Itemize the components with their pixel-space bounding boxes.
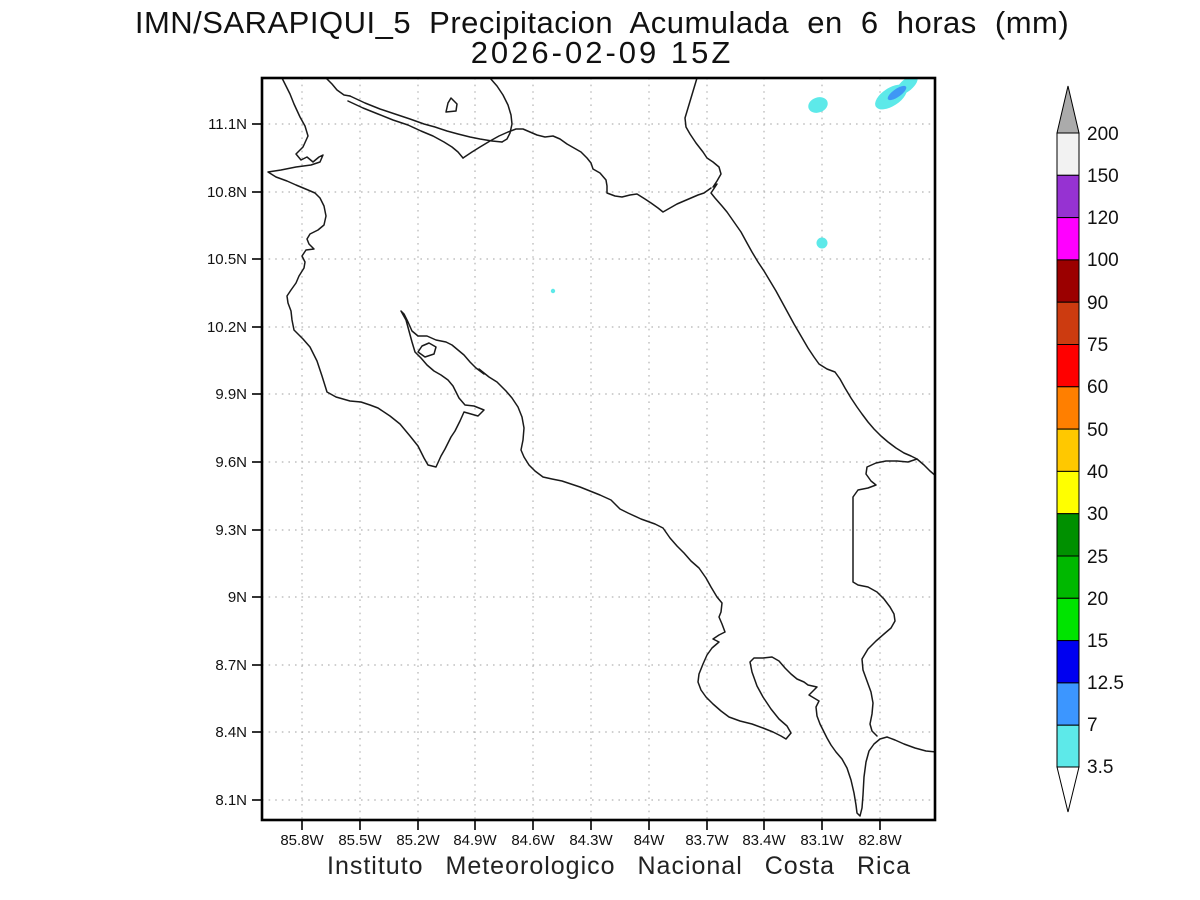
colorbar: 200 150 120 100 90 75 60 50 40 30 25 20 …: [1056, 85, 1124, 813]
colorbar-level: 20: [1087, 589, 1108, 610]
colorbar-level: 3.5: [1087, 757, 1113, 778]
x-tick-label: 83.7W: [685, 832, 729, 849]
precipitation-cells: [550, 78, 918, 294]
border-san-juan-river: [462, 128, 712, 213]
y-tick-label: 10.8N: [207, 184, 247, 201]
x-tick-label: 84.9W: [453, 832, 497, 849]
colorbar-segment: [1056, 724, 1080, 768]
colorbar-segment: [1056, 132, 1080, 176]
y-tick-label: 8.4N: [215, 724, 247, 741]
colorbar-segment: [1056, 174, 1080, 219]
coast-lake-south-shore-lower: [347, 100, 464, 159]
colorbar-segment: [1056, 259, 1080, 303]
colorbar-labels: 200 150 120 100 90 75 60 50 40 30 25 20 …: [1087, 124, 1124, 778]
colorbar-level: 75: [1087, 335, 1108, 356]
colorbar-segment: [1056, 428, 1080, 472]
y-tick-label: 10.2N: [207, 319, 247, 336]
y-tick-label: 11.1N: [208, 116, 247, 133]
colorbar-level: 7: [1087, 715, 1098, 736]
map-frame: [260, 76, 937, 822]
colorbar-level: 100: [1087, 250, 1119, 271]
colorbar-segment: [1056, 597, 1080, 642]
x-tick-label: 84.6W: [511, 832, 555, 849]
colorbar-level: 50: [1087, 420, 1108, 441]
colorbar-level: 12.5: [1087, 673, 1124, 694]
x-axis-labels: 85.8W 85.5W 85.2W 84.9W 84.6W 84.3W 84W …: [280, 832, 902, 849]
colorbar-level: 90: [1087, 293, 1108, 314]
y-tick-label: 9.3N: [215, 522, 247, 539]
y-tick-label: 8.7N: [215, 657, 247, 674]
colorbar-segment: [1056, 386, 1080, 430]
colorbar-level: 60: [1087, 377, 1108, 398]
colorbar-segment: [1056, 555, 1080, 599]
colorbar-segment: [1056, 217, 1080, 261]
coastlines: [267, 78, 935, 817]
precip-cell-large-core: [887, 85, 907, 101]
colorbar-level: 25: [1087, 547, 1108, 568]
coast-caribbean: [684, 78, 935, 477]
x-tick-label: 85.8W: [280, 832, 324, 849]
colorbar-arrow-below-min: [1056, 766, 1080, 813]
colorbar-segment: [1056, 344, 1080, 388]
x-tick-label: 84W: [634, 832, 666, 849]
colorbar-segment: [1056, 470, 1080, 515]
x-tick-label: 83.1W: [800, 832, 844, 849]
lake-island: [445, 97, 458, 113]
colorbar-segment: [1056, 513, 1080, 557]
colorbar-level: 150: [1087, 166, 1119, 187]
chart-date: 2026-02-09 15Z: [471, 35, 734, 70]
y-tick-label: 9N: [228, 589, 247, 606]
colorbar-level: 200: [1087, 124, 1119, 145]
map-grid: [262, 78, 935, 820]
x-tick-label: 85.2W: [396, 832, 440, 849]
x-tick-label: 84.3W: [569, 832, 613, 849]
colorbar-segment: [1056, 640, 1080, 684]
y-tick-label: 8.1N: [215, 792, 247, 809]
footer-attribution: Instituto Meteorologico Nacional Costa R…: [327, 852, 911, 880]
coast-panama-lagoon: [852, 458, 918, 737]
coast-lake-west-shore: [325, 78, 351, 97]
colorbar-arrow-above-max: [1056, 85, 1080, 134]
x-tick-label: 82.8W: [858, 832, 902, 849]
colorbar-level: 30: [1087, 504, 1108, 525]
colorbar-level: 40: [1087, 462, 1108, 483]
coast-lake-south-shore-upper: [349, 95, 503, 143]
colorbar-segment: [1056, 682, 1080, 726]
chart-title: IMN/SARAPIQUI_5 Precipitacion Acumulada …: [135, 5, 1069, 40]
coast-lake-east-shore: [489, 78, 513, 143]
x-tick-label: 85.5W: [338, 832, 382, 849]
colorbar-level: 15: [1087, 631, 1108, 652]
x-tick-label: 83.4W: [742, 832, 786, 849]
y-tick-label: 10.5N: [207, 251, 247, 268]
precip-cell-speck: [550, 288, 556, 294]
colorbar-segment: [1056, 301, 1080, 346]
precip-cell-oval: [808, 97, 828, 113]
precip-cell-dot: [816, 237, 828, 249]
y-tick-label: 9.9N: [215, 386, 247, 403]
coast-pacific: [267, 78, 935, 817]
y-axis-labels: 11.1N 10.8N 10.5N 10.2N 9.9N 9.6N 9.3N 9…: [207, 116, 247, 809]
chira-island: [417, 342, 437, 358]
axis-ticks: [252, 123, 881, 830]
y-tick-label: 9.6N: [215, 454, 247, 471]
colorbar-level: 120: [1087, 208, 1119, 229]
